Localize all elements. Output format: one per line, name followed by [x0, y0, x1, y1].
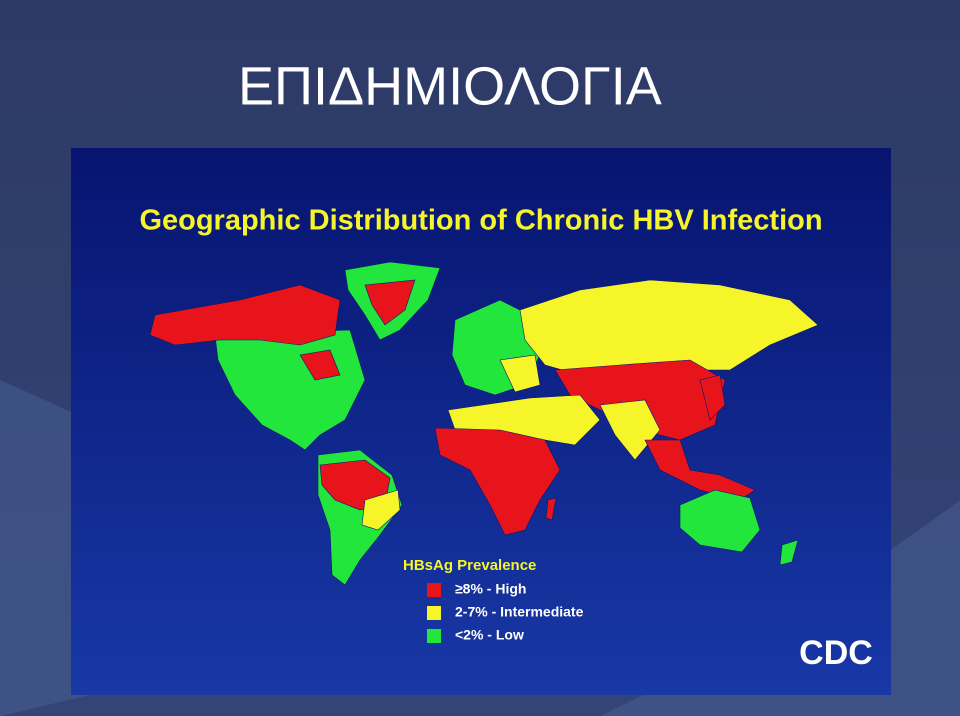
world-map: [149, 261, 819, 586]
legend-label: <2% - Low: [455, 627, 524, 643]
legend-title: HBsAg Prevalence: [403, 557, 536, 574]
map-title: Geographic Distribution of Chronic HBV I…: [139, 205, 822, 237]
legend-swatch: [427, 629, 441, 643]
legend-swatch: [427, 606, 441, 620]
legend-label: 2-7% - Intermediate: [455, 604, 584, 620]
legend: ≥8% - High 2-7% - Intermediate <2% - Low: [427, 581, 584, 643]
logo: CDC: [799, 634, 873, 672]
legend-swatch: [427, 583, 441, 597]
slide-title: ΕΠΙΔΗΜΙΟΛΟΓΙΑ: [238, 56, 662, 116]
legend-label: ≥8% - High: [455, 581, 526, 597]
